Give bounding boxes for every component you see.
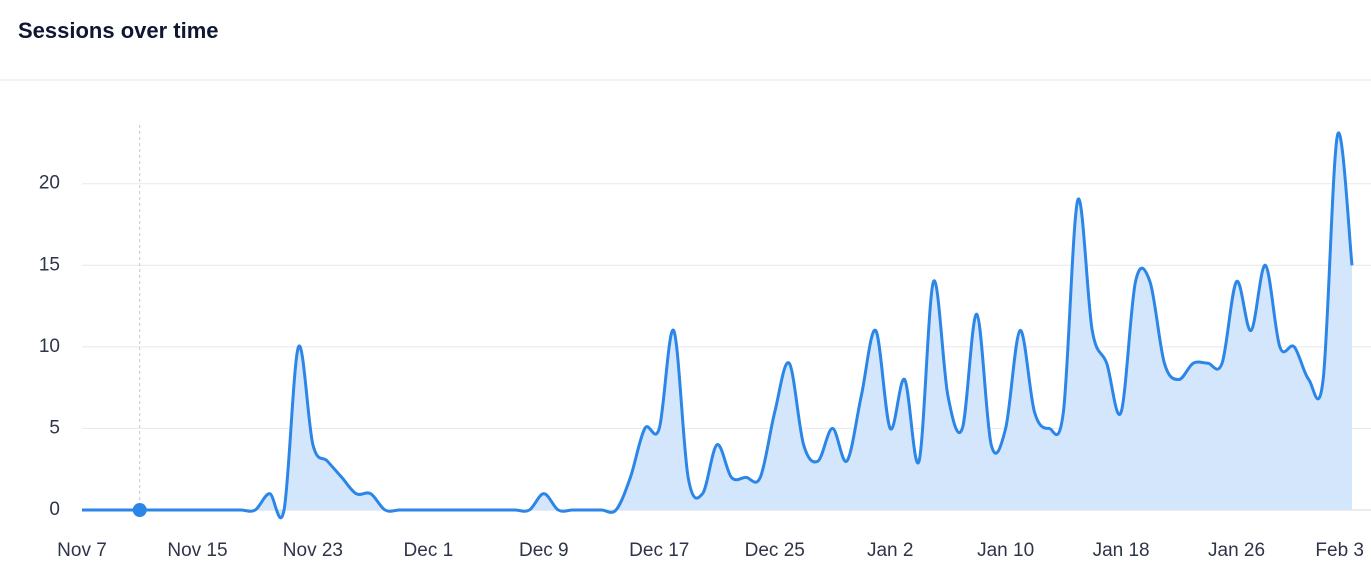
x-tick-label: Dec 17	[629, 540, 689, 561]
area-fill	[82, 132, 1352, 518]
line	[82, 131, 1354, 520]
hover-point	[132, 503, 147, 517]
y-tick-label: 0	[49, 499, 60, 520]
y-tick-label: 10	[39, 336, 60, 357]
x-tick-label: Jan 26	[1208, 540, 1265, 561]
y-tick-label: 20	[39, 173, 60, 194]
y-tick-label: 5	[49, 417, 60, 438]
y-tick-label: 15	[39, 254, 60, 275]
x-tick-label: Jan 10	[977, 540, 1034, 561]
x-tick-label: Nov 15	[167, 540, 227, 561]
x-tick-label: Jan 18	[1093, 540, 1150, 561]
x-tick-label: Dec 25	[745, 540, 805, 561]
x-tick-label: Dec 1	[404, 540, 454, 561]
x-tick-label: Jan 2	[867, 540, 913, 561]
x-tick-label: Nov 23	[283, 540, 343, 561]
x-tick-label: Nov 7	[57, 540, 107, 561]
x-tick-label: Feb 3	[1315, 540, 1364, 561]
x-tick-label: Dec 9	[519, 540, 569, 561]
chart-title: Sessions over time	[18, 18, 219, 43]
